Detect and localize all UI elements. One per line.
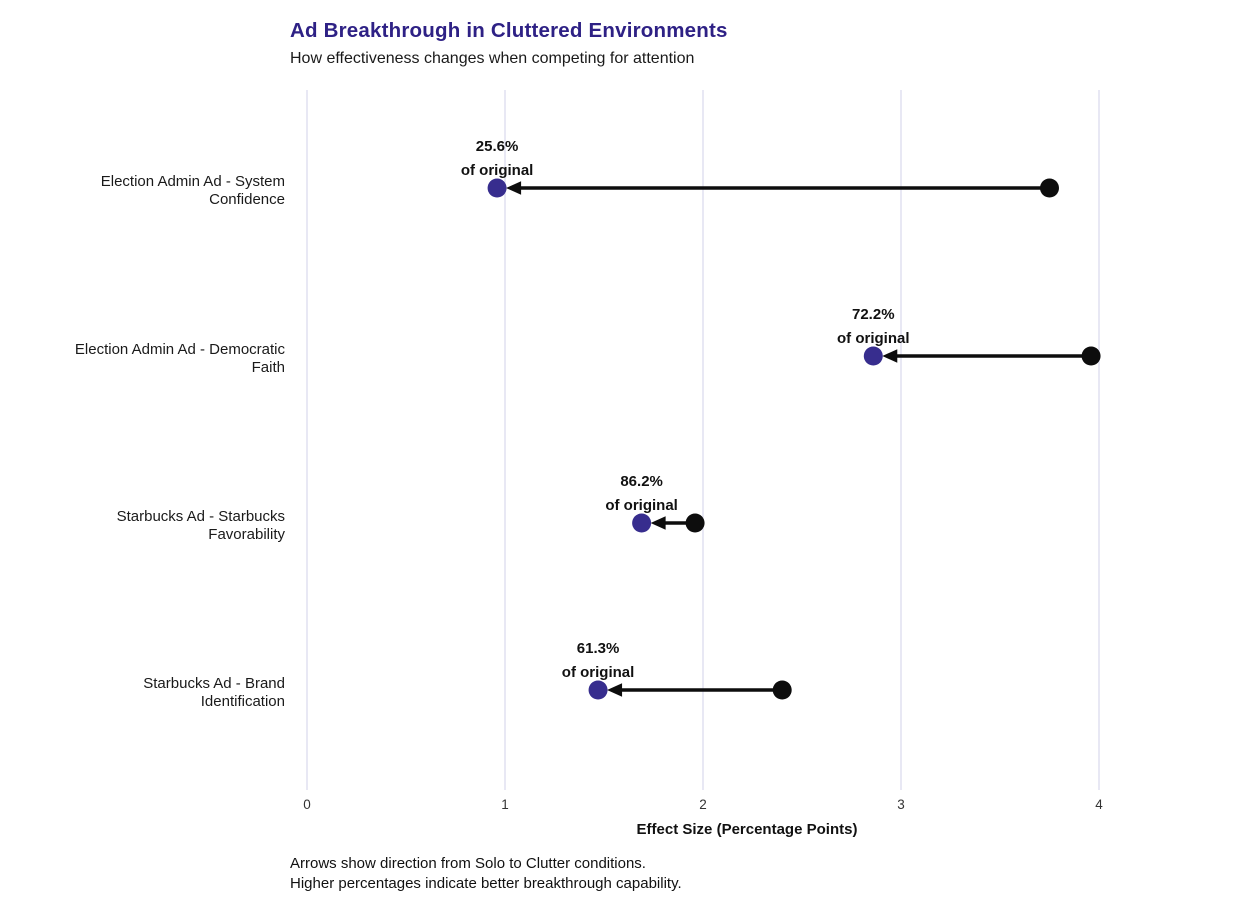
solo-dot bbox=[772, 680, 792, 700]
arrow-head bbox=[607, 683, 623, 697]
category-label: Confidence bbox=[209, 191, 285, 208]
pct-label: 72.2% bbox=[852, 306, 895, 323]
pct-label: 61.3% bbox=[577, 640, 620, 657]
arrow-head bbox=[882, 349, 898, 363]
category-label: Favorability bbox=[208, 526, 285, 543]
solo-dot bbox=[1081, 346, 1101, 366]
pct-label: 86.2% bbox=[620, 473, 663, 490]
clutter-dot bbox=[588, 680, 608, 700]
solo-dot bbox=[1040, 178, 1059, 198]
pct-suffix-label: of original bbox=[461, 162, 534, 179]
pct-suffix-label: of original bbox=[605, 497, 678, 514]
clutter-dot bbox=[632, 513, 652, 533]
x-tick-label: 2 bbox=[699, 797, 707, 812]
footnote-line-1: Arrows show direction from Solo to Clutt… bbox=[290, 855, 646, 872]
x-axis-title: Effect Size (Percentage Points) bbox=[636, 821, 858, 838]
x-tick-label: 3 bbox=[897, 797, 905, 812]
pct-suffix-label: of original bbox=[837, 330, 910, 347]
pct-suffix-label: of original bbox=[562, 664, 635, 681]
arrow-head bbox=[650, 516, 666, 530]
x-tick-label: 0 bbox=[303, 797, 311, 812]
category-label: Faith bbox=[252, 359, 285, 376]
category-label: Starbucks Ad - Brand bbox=[143, 675, 285, 692]
category-label: Starbucks Ad - Starbucks bbox=[117, 508, 285, 525]
category-label: Election Admin Ad - Democratic bbox=[75, 341, 286, 358]
clutter-dot bbox=[487, 178, 507, 198]
chart-footnote: Arrows show direction from Solo to Clutt… bbox=[290, 854, 682, 894]
clutter-dot bbox=[863, 346, 883, 366]
pct-label: 25.6% bbox=[476, 138, 519, 155]
footnote-line-2: Higher percentages indicate better break… bbox=[290, 875, 682, 892]
x-tick-label: 4 bbox=[1095, 797, 1103, 812]
x-tick-label: 1 bbox=[501, 797, 509, 812]
category-label: Identification bbox=[201, 693, 285, 710]
chart-title: Ad Breakthrough in Cluttered Environment… bbox=[290, 19, 728, 42]
arrow-head bbox=[506, 181, 522, 195]
solo-dot bbox=[685, 513, 705, 533]
chart-subtitle: How effectiveness changes when competing… bbox=[290, 50, 695, 67]
category-label: Election Admin Ad - System bbox=[101, 173, 285, 190]
